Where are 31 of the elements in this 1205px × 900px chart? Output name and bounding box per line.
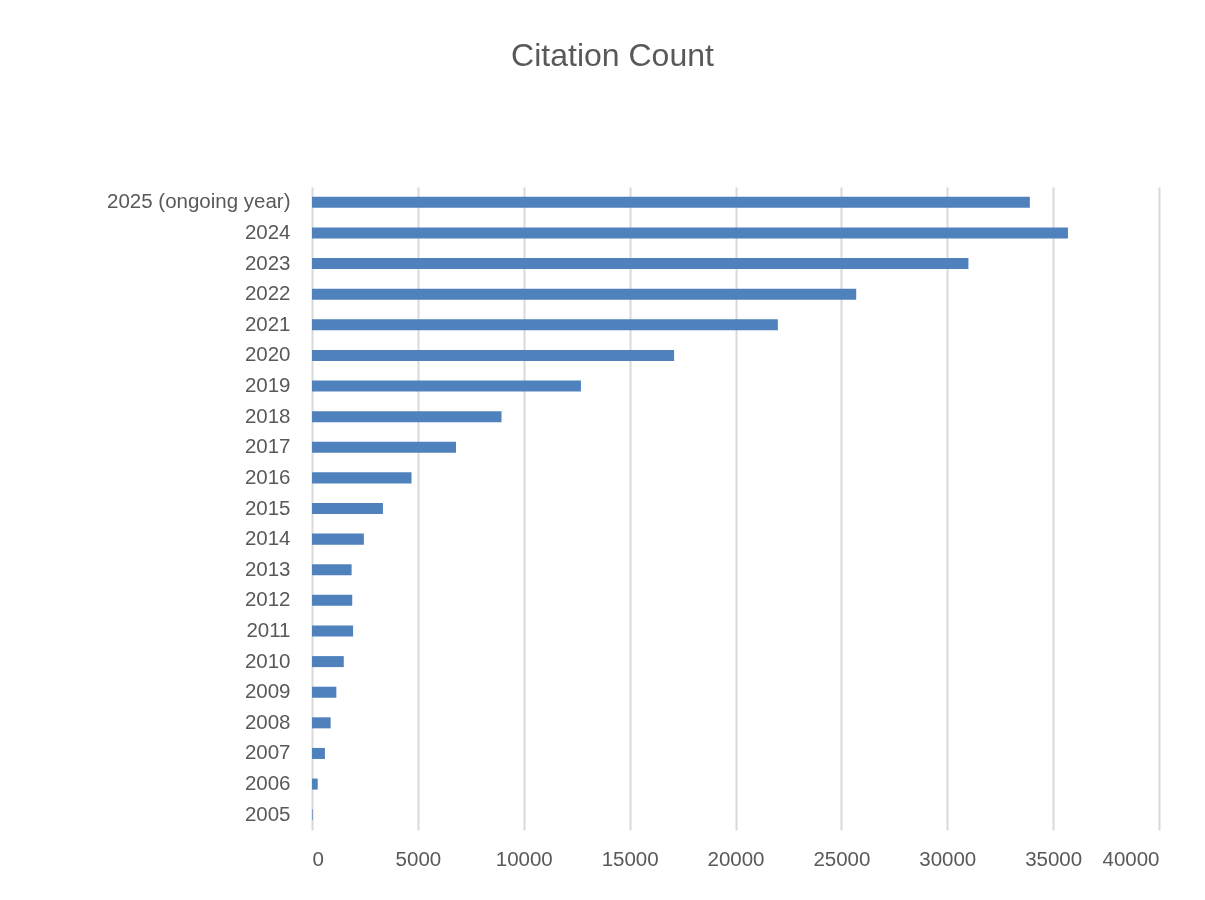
y-tick-label: 2019 [244, 373, 291, 397]
y-tick-label: 2020 [244, 342, 291, 366]
y-tick-label: 2017 [244, 434, 291, 458]
x-tick-label: 35000 [1025, 846, 1083, 870]
x-tick-label: 5000 [395, 846, 442, 870]
y-tick-label: 2015 [244, 495, 291, 519]
x-tick-label: 15000 [601, 846, 659, 870]
x-tick-label: 40000 [1102, 846, 1160, 870]
y-tick-label: 2021 [244, 311, 291, 335]
y-tick-label: 2009 [244, 679, 291, 703]
y-tick-label: 2023 [244, 250, 291, 274]
x-tick-label: 10000 [495, 846, 553, 870]
y-tick-label: 2013 [244, 556, 291, 580]
y-tick-label: 2007 [244, 740, 291, 764]
y-tick-label: 2016 [244, 464, 291, 488]
y-tick-label: 2010 [244, 648, 291, 672]
x-tick-label: 30000 [919, 846, 977, 870]
y-tick-label: 2006 [244, 771, 291, 795]
x-tick-label: 20000 [707, 846, 765, 870]
y-tick-label: 2011 [246, 617, 291, 641]
y-tick-label: 2012 [244, 587, 291, 611]
y-tick-label: 2025 (ongoing year) [107, 189, 291, 213]
y-tick-label: 2008 [244, 709, 291, 733]
x-tick-label: 25000 [813, 846, 871, 870]
y-tick-label: 2024 [244, 219, 291, 243]
x-tick-label: 0 [312, 846, 324, 870]
chart-title: Citation Count [511, 37, 714, 73]
y-tick-label: 2018 [244, 403, 291, 427]
y-tick-label: 2022 [244, 281, 291, 305]
y-tick-label: 2005 [244, 801, 291, 825]
y-tick-label: 2014 [244, 526, 291, 550]
